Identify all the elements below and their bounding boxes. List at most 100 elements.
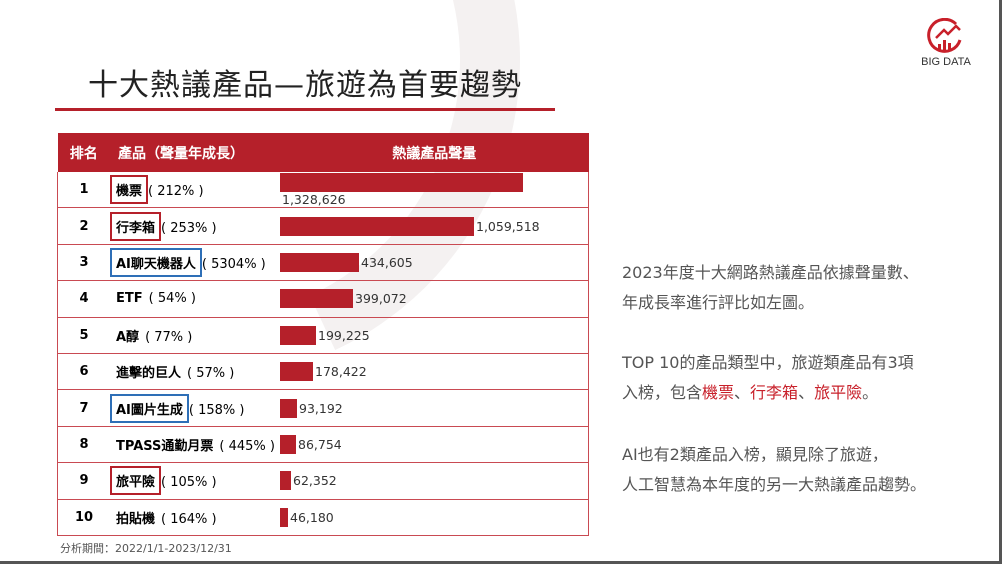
table-row: 7 AI圖片生成( 158% ) 93,192 [57, 389, 589, 427]
table-row: 5 A醇 ( 77% ) 199,225 [57, 317, 589, 354]
text: 。 [862, 383, 879, 402]
text: 、 [798, 383, 815, 402]
product: 進擊的巨人 ( 57% ) [110, 353, 280, 391]
summary-line: TOP 10的產品類型中，旅遊類產品有3項 [622, 353, 914, 372]
product-growth: ( 54% ) [148, 291, 196, 307]
summary-line: AI也有2類產品入榜，顯見除了旅遊， [622, 445, 888, 464]
summary-line: 入榜，包含機票、行李箱、旅平險。 [622, 378, 914, 408]
highlight-ticket: 機票 [702, 383, 735, 402]
volume-cell: 1,059,518 [280, 207, 589, 245]
table-row: 10 拍貼機 ( 164% ) 46,180 [57, 499, 589, 536]
product: 拍貼機 ( 164% ) [110, 499, 280, 536]
product: 旅平險( 105% ) [110, 462, 280, 500]
rank: 9 [57, 462, 110, 500]
header-volume: 熱議產品聲量 [280, 133, 589, 172]
summary-line: 人工智慧為本年度的另一大熱議產品趨勢。 [622, 475, 927, 494]
table-row: 8 TPASS通勤月票 ( 445% ) 86,754 [57, 426, 589, 464]
hot-products-table: 排名 產品（聲量年成長） 熱議產品聲量 1 機票( 212% ) 1,328,6… [57, 133, 589, 536]
volume-cell: 399,072 [280, 280, 589, 318]
rank: 3 [57, 244, 110, 282]
product-growth: ( 158% ) [188, 402, 245, 418]
volume-cell: 199,225 [280, 317, 589, 354]
product-name: AI聊天機器人 [110, 247, 202, 277]
product: ETF ( 54% ) [110, 280, 280, 318]
volume-cell: 46,180 [280, 499, 589, 536]
summary-line: 年成長率進行評比如左圖。 [622, 293, 815, 312]
rank: 10 [57, 499, 110, 536]
volume-cell: 1,328,626 [280, 172, 589, 209]
volume-cell: 62,352 [280, 462, 589, 500]
product: AI聊天機器人( 5304% ) [110, 244, 280, 282]
volume-label: 1,059,518 [476, 218, 540, 234]
product-growth: ( 445% ) [219, 438, 275, 454]
big-data-logo: BIG DATA [915, 18, 977, 68]
volume-bar [280, 172, 523, 192]
header-product: 產品（聲量年成長） [110, 133, 280, 172]
table-row: 9 旅平險( 105% ) 62,352 [57, 462, 589, 500]
rank: 5 [57, 317, 110, 354]
volume-bar [280, 471, 291, 491]
highlight-luggage: 行李箱 [750, 383, 799, 402]
product-growth: ( 253% ) [161, 220, 217, 236]
product-name: 機票 [110, 175, 149, 205]
volume-cell: 178,422 [280, 353, 589, 391]
volume-bar [280, 252, 359, 272]
volume-bar [280, 325, 316, 345]
volume-bar [280, 216, 474, 236]
volume-label: 199,225 [318, 327, 370, 343]
table-row: 1 機票( 212% ) 1,328,626 [57, 172, 589, 209]
volume-label: 178,422 [315, 364, 367, 380]
volume-cell: 93,192 [280, 389, 589, 427]
product-growth: ( 212% ) [148, 184, 204, 200]
product-growth: ( 57% ) [187, 366, 235, 382]
rank: 4 [57, 280, 110, 318]
volume-bar [280, 362, 313, 382]
text: 入榜，包含 [622, 383, 703, 402]
rank: 7 [57, 389, 110, 427]
volume-label: 399,072 [355, 291, 407, 307]
product: 行李箱( 253% ) [110, 207, 280, 245]
rank: 1 [57, 172, 110, 209]
product: AI圖片生成( 158% ) [110, 389, 280, 427]
product: 機票( 212% ) [110, 172, 280, 209]
product-growth: ( 77% ) [145, 329, 193, 345]
product-name: 行李箱 [110, 211, 162, 241]
product-name: ETF [116, 291, 143, 307]
product-name: AI圖片生成 [110, 393, 189, 423]
volume-label: 1,328,626 [282, 191, 346, 207]
table-row: 2 行李箱( 253% ) 1,059,518 [57, 207, 589, 245]
logo-chart-icon [927, 18, 962, 53]
volume-cell: 434,605 [280, 244, 589, 282]
product-name: 旅平險 [110, 466, 162, 496]
product-name: TPASS通勤月票 [116, 438, 214, 454]
volume-label: 434,605 [361, 254, 413, 270]
table-row: 4 ETF ( 54% ) 399,072 [57, 280, 589, 318]
product-name: A醇 [116, 329, 140, 345]
rank: 2 [57, 207, 110, 245]
header-rank: 排名 [57, 133, 110, 172]
volume-bar [280, 434, 296, 454]
highlight-insurance: 旅平險 [814, 383, 863, 402]
volume-bar [280, 398, 297, 418]
volume-label: 93,192 [299, 400, 343, 416]
page-title: 十大熱議產品—旅遊為首要趨勢 [88, 68, 522, 103]
logo-text: BIG DATA [921, 56, 971, 68]
title-underline [55, 108, 555, 111]
summary-paragraph-1: 2023年度十大網路熱議產品依據聲量數、 年成長率進行評比如左圖。 [622, 258, 919, 318]
product-name: 拍貼機 [116, 511, 156, 527]
summary-paragraph-3: AI也有2類產品入榜，顯見除了旅遊， 人工智慧為本年度的另一大熱議產品趨勢。 [622, 440, 926, 500]
summary-line: 2023年度十大網路熱議產品依據聲量數、 [622, 263, 919, 282]
product: TPASS通勤月票 ( 445% ) [110, 426, 280, 464]
text: 、 [734, 383, 751, 402]
analysis-period: 分析期間：2022/1/1-2023/12/31 [60, 542, 232, 555]
volume-bar [280, 289, 353, 309]
table-row: 6 進擊的巨人 ( 57% ) 178,422 [57, 353, 589, 391]
table-row: 3 AI聊天機器人( 5304% ) 434,605 [57, 244, 589, 282]
product-growth: ( 164% ) [161, 511, 217, 527]
product-growth: ( 5304% ) [201, 256, 266, 272]
rank: 6 [57, 353, 110, 391]
rank: 8 [57, 426, 110, 464]
product: A醇 ( 77% ) [110, 317, 280, 354]
volume-label: 46,180 [290, 509, 334, 525]
volume-bar [280, 507, 288, 527]
